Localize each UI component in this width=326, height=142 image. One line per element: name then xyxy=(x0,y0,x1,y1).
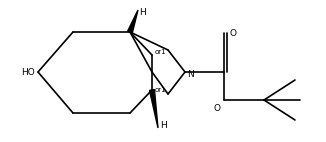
Text: N: N xyxy=(187,69,194,79)
Text: O: O xyxy=(229,29,236,37)
Text: or1: or1 xyxy=(155,49,167,55)
Text: H: H xyxy=(160,121,166,130)
Text: H: H xyxy=(139,8,145,17)
Text: O: O xyxy=(213,104,220,113)
Polygon shape xyxy=(128,10,138,33)
Text: HO: HO xyxy=(21,67,35,77)
Text: or1: or1 xyxy=(155,87,167,93)
Polygon shape xyxy=(150,90,158,128)
